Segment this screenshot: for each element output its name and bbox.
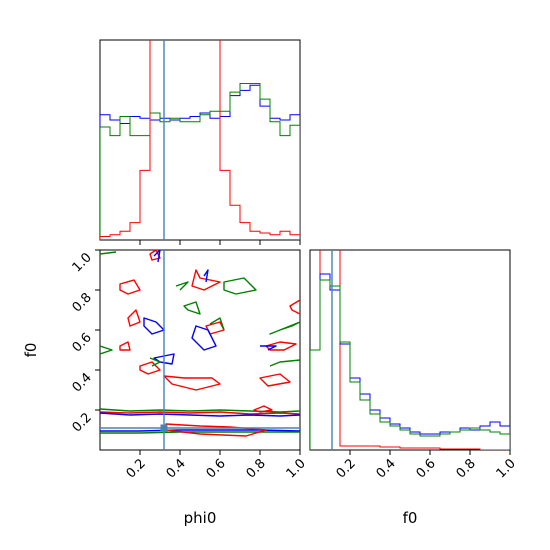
phi0-f0-contour-frame — [99, 249, 301, 451]
contour-blue-18 — [143, 317, 165, 335]
contour-red-17 — [289, 299, 300, 315]
f0-xtick-label: 0.8 — [454, 456, 479, 481]
f0-histogram-panel: 0.2 0.4 0.6 0.8 1.0 f0 — [309, 249, 519, 527]
contour-green-30 — [269, 321, 300, 335]
phi0-xtick-label: 0.2 — [124, 456, 149, 481]
phi0-xtick-label: 0.4 — [164, 456, 189, 481]
contour-blue-19 — [191, 325, 217, 351]
f0-ytick-label: 0.6 — [70, 330, 95, 355]
phi0-xtick-label: 0.8 — [244, 456, 269, 481]
contour-red-5 — [165, 423, 267, 437]
f0-ytick-label: 0.8 — [70, 290, 95, 315]
phi0-xtick-label: 0.6 — [204, 456, 229, 481]
contour-green-29 — [149, 357, 161, 367]
contour-blue-23 — [260, 345, 277, 351]
contour-red-16 — [149, 250, 161, 261]
contour-red-15 — [253, 405, 273, 413]
contour-blue-22 — [153, 250, 161, 263]
contour-red-13 — [259, 373, 291, 387]
f0-ytick-label: 1.0 — [70, 250, 95, 275]
phi0-f0-ticks: 0.2 0.4 0.6 0.8 1.0 0.2 0.4 0.6 0.8 1.0 — [70, 249, 309, 481]
f0-xtick-label: 0.6 — [414, 456, 439, 481]
phi0-f0-contours — [100, 250, 300, 437]
phi0-histogram-series — [100, 40, 300, 240]
f0-histogram-ticks: 0.2 0.4 0.6 0.8 1.0 — [334, 450, 519, 481]
x-axis-label-f0: f0 — [403, 509, 418, 527]
f0-histogram-series — [310, 250, 510, 450]
contour-red-8 — [163, 375, 221, 391]
contour-red-14 — [119, 341, 131, 351]
contour-green-28 — [100, 345, 113, 355]
contour-red-0 — [100, 411, 300, 415]
f0-ytick-label: 0.2 — [70, 410, 95, 435]
contour-green-26 — [183, 301, 201, 315]
contour-green-31 — [269, 359, 300, 367]
phi0-histogram-ticks — [139, 240, 301, 245]
contour-green-25 — [223, 277, 257, 295]
phi0-xtick-label: 1.0 — [284, 456, 309, 481]
contour-green-32 — [100, 251, 117, 255]
f0-hist-series-green — [310, 279, 510, 450]
contour-blue-2 — [100, 412, 300, 417]
contour-green-27 — [209, 317, 225, 331]
f0-hist-series-red — [310, 250, 510, 450]
contour-blue-3 — [100, 429, 300, 432]
contour-green-24 — [175, 281, 189, 291]
y-axis-label-f0: f0 — [22, 343, 40, 358]
phi0-hist-series-green — [100, 82, 300, 240]
contour-red-9 — [139, 361, 161, 375]
phi0-f0-truth-marker — [160, 424, 168, 432]
contour-green-4 — [100, 431, 300, 434]
phi0-hist-series-red — [100, 40, 300, 240]
f0-ytick-label: 0.4 — [70, 370, 95, 395]
contour-red-10 — [127, 309, 141, 327]
x-axis-label-phi0: phi0 — [184, 509, 217, 527]
f0-xtick-label: 0.2 — [334, 456, 359, 481]
f0-xtick-label: 0.4 — [374, 456, 399, 481]
phi0-histogram-panel — [99, 39, 301, 245]
contour-green-1 — [100, 408, 300, 413]
contour-red-6 — [119, 279, 141, 295]
contour-red-7 — [191, 269, 221, 291]
f0-xtick-label: 1.0 — [494, 456, 519, 481]
contour-blue-21 — [203, 269, 209, 283]
phi0-f0-contour-panel: 0.2 0.4 0.6 0.8 1.0 0.2 0.4 0.6 0.8 1.0 phi0 f0 — [22, 249, 309, 527]
phi0-histogram-frame — [99, 39, 301, 241]
